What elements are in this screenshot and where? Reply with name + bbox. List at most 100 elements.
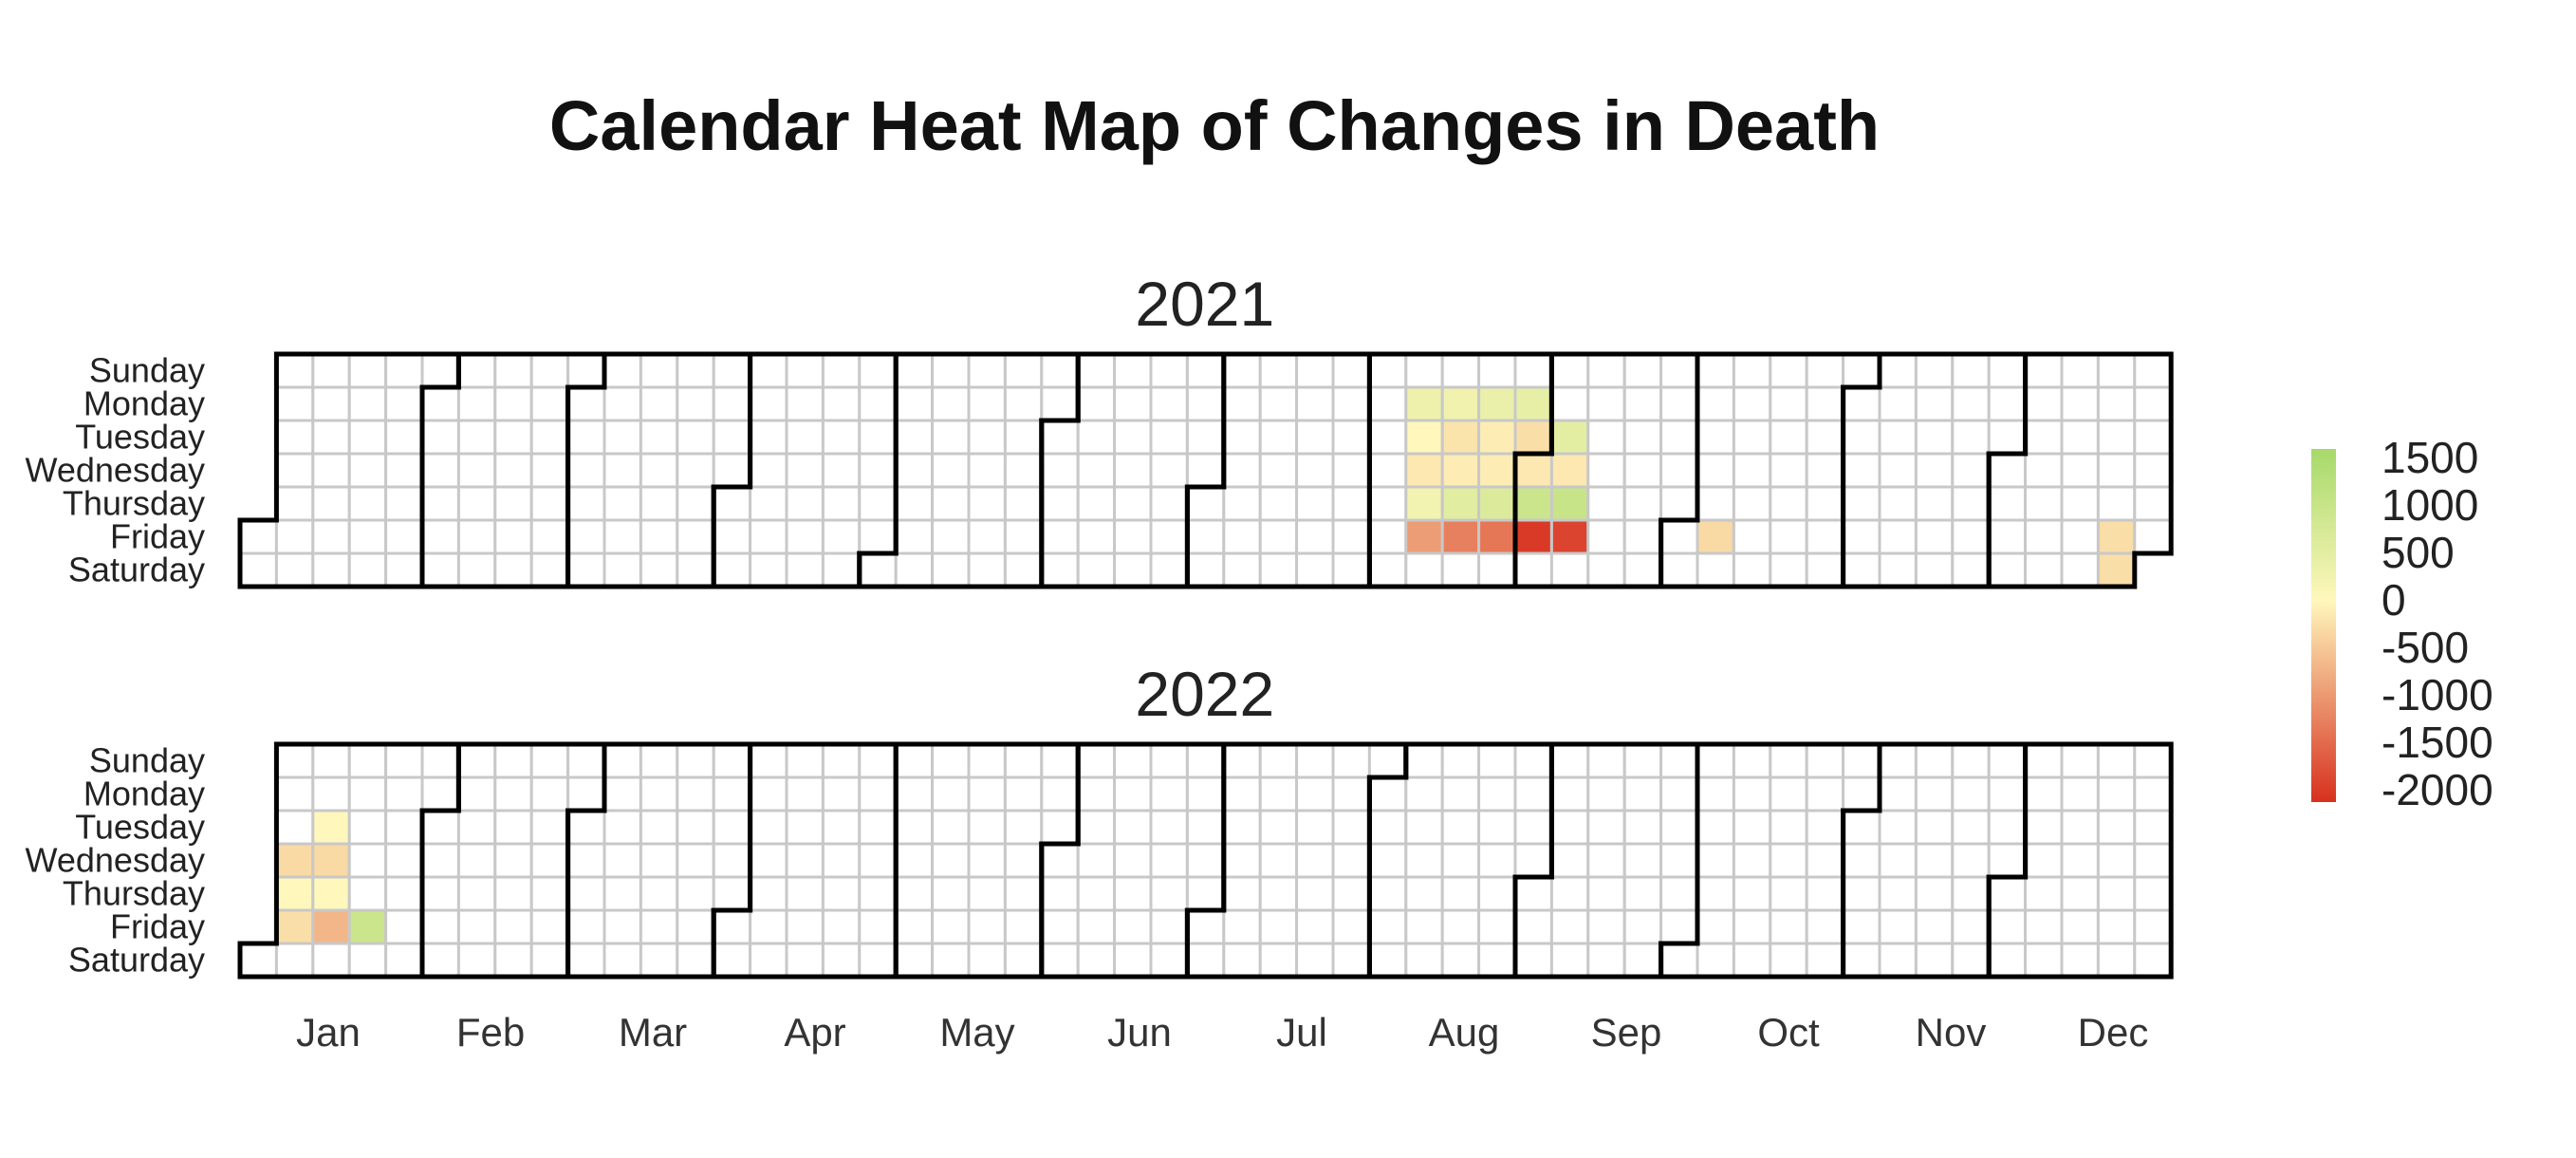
day-cell: [1440, 551, 1481, 588]
day-cell: [1878, 485, 1918, 522]
day-cells: [238, 742, 2173, 979]
month-label: Mar: [619, 1010, 687, 1055]
day-cell: [1513, 352, 1553, 389]
day-cell: [384, 809, 424, 846]
day-cell: [712, 942, 752, 979]
day-cell: [311, 842, 351, 879]
day-cell: [493, 385, 533, 422]
day-cell: [566, 385, 606, 422]
day-cell: [749, 352, 788, 389]
day-cell: [1076, 551, 1117, 588]
weekday-label: Wednesday: [26, 841, 205, 880]
day-cell: [1914, 452, 1955, 489]
day-cell: [456, 551, 497, 588]
colorbar-gradient: [2311, 449, 2336, 802]
day-cell: [384, 942, 424, 979]
day-cell: [894, 518, 935, 555]
day-cell: [1805, 908, 1845, 945]
day-cell: [2024, 775, 2064, 812]
day-cell: [785, 551, 825, 588]
day-cell: [2133, 842, 2173, 879]
day-cell: [274, 742, 315, 779]
day-cell: [311, 908, 351, 945]
day-cell: [1987, 742, 2028, 779]
day-cell: [1149, 742, 1189, 779]
day-cell: [420, 809, 460, 846]
day-cell: [967, 385, 1007, 422]
day-cell: [347, 551, 388, 588]
day-cells: [238, 352, 2173, 588]
day-cell: [931, 908, 971, 945]
month-outline: [1986, 351, 2174, 589]
day-cell: [274, 551, 315, 588]
day-cell: [1696, 518, 1735, 555]
day-cell: [1951, 775, 1991, 812]
day-cell: [1732, 419, 1772, 456]
day-cell: [785, 842, 825, 879]
day-cell: [2060, 352, 2100, 389]
day-cell: [602, 452, 642, 489]
day-cell: [1003, 842, 1044, 879]
day-cell: [1951, 485, 1991, 522]
day-cell: [2096, 352, 2137, 389]
day-cell: [1295, 385, 1335, 422]
day-cell: [1440, 809, 1481, 846]
day-cell: [1149, 551, 1189, 588]
day-cell: [785, 419, 825, 456]
month-label: Sep: [1591, 1010, 1662, 1055]
day-cell: [894, 551, 935, 588]
day-cell: [566, 452, 606, 489]
day-cell: [639, 485, 679, 522]
day-cell: [1842, 551, 1881, 588]
day-cell: [347, 518, 388, 555]
day-cell: [420, 485, 460, 522]
month-outline: [1184, 351, 1372, 589]
colorbar-tick-label: -1000: [2381, 670, 2493, 719]
day-cell: [1367, 352, 1408, 389]
day-cell: [347, 419, 388, 456]
day-cell: [1404, 742, 1444, 779]
day-cell: [1185, 775, 1226, 812]
day-cell: [2096, 485, 2137, 522]
day-cell: [749, 875, 788, 912]
day-cell: [1113, 485, 1153, 522]
day-cell: [1295, 942, 1335, 979]
day-cell: [347, 352, 388, 389]
day-cell: [1477, 352, 1517, 389]
day-cell: [311, 419, 351, 456]
day-cell: [274, 452, 315, 489]
day-cell: [821, 875, 862, 912]
day-cell: [1659, 518, 1699, 555]
day-cell: [967, 908, 1007, 945]
year-label: 2022: [1135, 659, 1274, 729]
day-cell: [1040, 352, 1080, 389]
year-panel-2022: 2022 SundayMondayTuesdayWednesdayThursday…: [26, 659, 2174, 980]
day-cell: [639, 452, 679, 489]
day-cell: [1586, 419, 1626, 456]
month-boundaries: [237, 351, 2174, 589]
day-cell: [1914, 942, 1955, 979]
day-cell: [274, 385, 315, 422]
day-cell: [676, 842, 715, 879]
day-cell: [1586, 385, 1626, 422]
day-cell: [1914, 385, 1955, 422]
day-cell: [967, 842, 1007, 879]
month-label: Feb: [456, 1010, 525, 1055]
day-cell: [456, 419, 497, 456]
day-cell: [1258, 942, 1299, 979]
day-cell: [1805, 518, 1845, 555]
day-cell: [1513, 875, 1553, 912]
day-cell: [347, 875, 388, 912]
day-cell: [1951, 385, 1991, 422]
day-cell: [1367, 385, 1408, 422]
day-cell: [1549, 908, 1590, 945]
day-cell: [931, 385, 971, 422]
day-cell: [1622, 908, 1663, 945]
day-cell: [1805, 551, 1845, 588]
day-cell: [1951, 809, 1991, 846]
day-cell: [1914, 485, 1955, 522]
day-cell: [529, 452, 570, 489]
day-cell: [2133, 875, 2173, 912]
day-cell: [712, 452, 752, 489]
day-cell: [1185, 551, 1226, 588]
